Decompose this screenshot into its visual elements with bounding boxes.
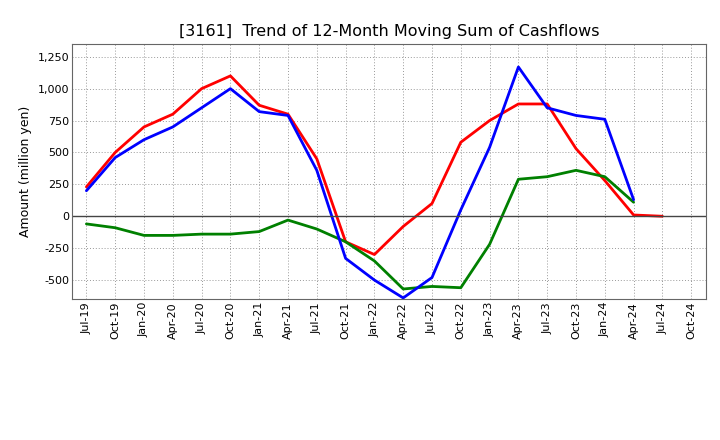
Investing Cashflow [168,233,177,238]
Operating Cashflow [140,124,148,129]
Operating Cashflow [370,252,379,257]
Operating Cashflow [600,178,609,183]
Free Cashflow [600,117,609,122]
Operating Cashflow [255,103,264,108]
Free Cashflow [255,109,264,114]
Investing Cashflow [255,229,264,234]
Free Cashflow [140,137,148,142]
Free Cashflow [168,124,177,129]
Investing Cashflow [600,174,609,180]
Free Cashflow [111,155,120,160]
Operating Cashflow [226,73,235,78]
Investing Cashflow [399,286,408,292]
Free Cashflow [428,275,436,280]
Investing Cashflow [284,217,292,223]
Operating Cashflow [197,86,206,92]
Line: Free Cashflow: Free Cashflow [86,67,634,298]
Free Cashflow [341,256,350,261]
Y-axis label: Amount (million yen): Amount (million yen) [19,106,32,237]
Operating Cashflow [82,184,91,190]
Investing Cashflow [629,200,638,205]
Investing Cashflow [370,258,379,264]
Operating Cashflow [514,101,523,106]
Operating Cashflow [312,156,321,161]
Investing Cashflow [341,239,350,245]
Investing Cashflow [543,174,552,180]
Free Cashflow [197,105,206,110]
Free Cashflow [226,86,235,92]
Free Cashflow [399,295,408,301]
Investing Cashflow [312,226,321,231]
Operating Cashflow [456,139,465,145]
Free Cashflow [572,113,580,118]
Investing Cashflow [456,285,465,290]
Investing Cashflow [197,231,206,237]
Investing Cashflow [514,176,523,182]
Free Cashflow [370,278,379,283]
Operating Cashflow [658,214,667,219]
Free Cashflow [82,188,91,194]
Operating Cashflow [111,150,120,155]
Investing Cashflow [111,225,120,231]
Operating Cashflow [284,111,292,117]
Line: Investing Cashflow: Investing Cashflow [86,170,634,289]
Free Cashflow [514,64,523,70]
Operating Cashflow [485,118,494,123]
Operating Cashflow [543,101,552,106]
Operating Cashflow [572,146,580,151]
Operating Cashflow [341,239,350,245]
Line: Operating Cashflow: Operating Cashflow [86,76,662,254]
Investing Cashflow [428,284,436,289]
Free Cashflow [284,113,292,118]
Investing Cashflow [485,242,494,247]
Operating Cashflow [629,213,638,218]
Operating Cashflow [168,111,177,117]
Free Cashflow [312,168,321,173]
Investing Cashflow [140,233,148,238]
Investing Cashflow [82,221,91,227]
Free Cashflow [543,105,552,110]
Title: [3161]  Trend of 12-Month Moving Sum of Cashflows: [3161] Trend of 12-Month Moving Sum of C… [179,24,599,39]
Free Cashflow [456,207,465,213]
Free Cashflow [629,197,638,202]
Operating Cashflow [428,201,436,206]
Investing Cashflow [572,168,580,173]
Investing Cashflow [226,231,235,237]
Operating Cashflow [399,224,408,229]
Free Cashflow [485,145,494,150]
